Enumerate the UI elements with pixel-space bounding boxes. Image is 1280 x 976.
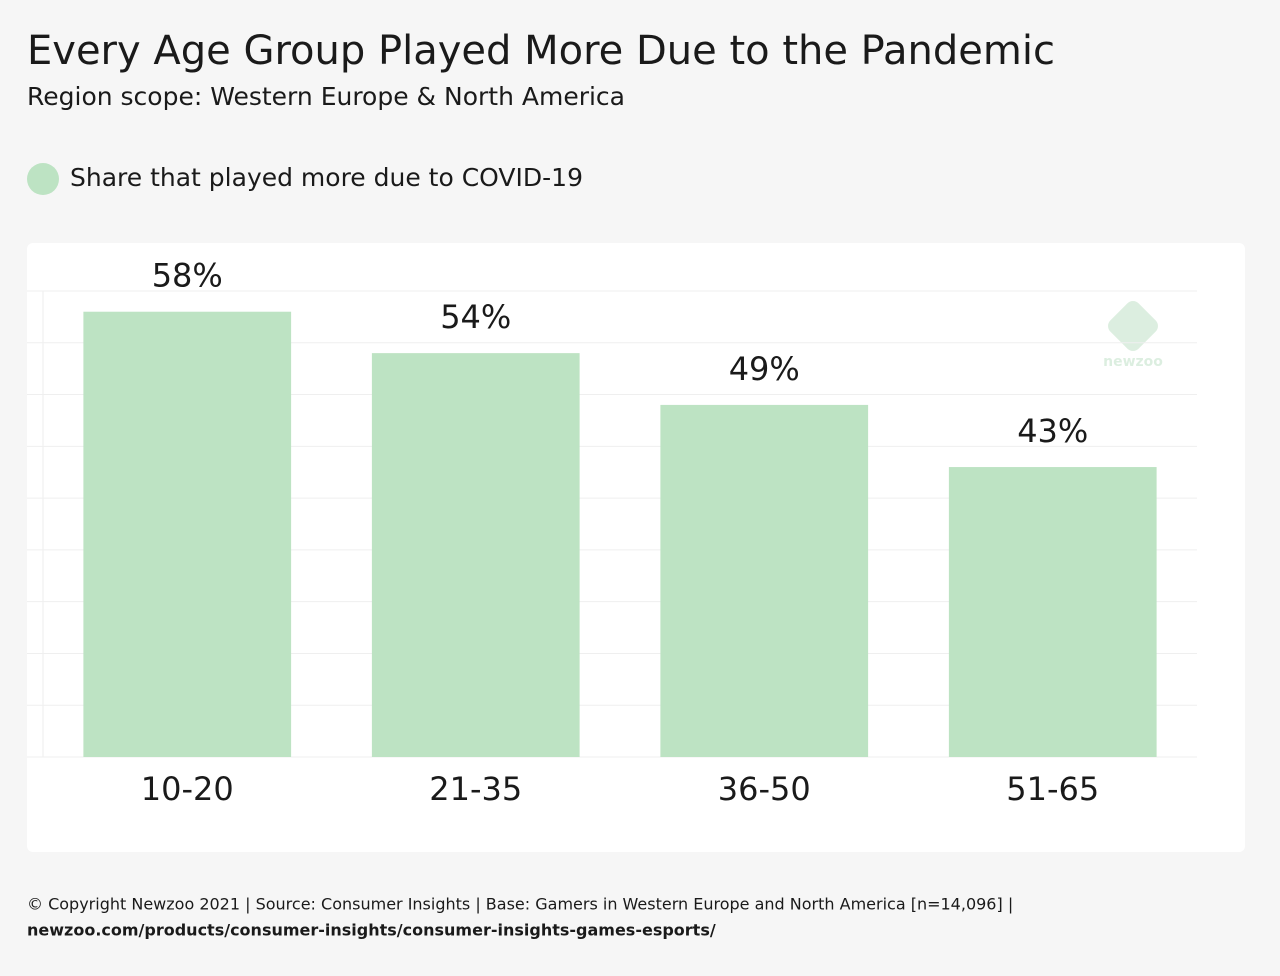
plot-card bbox=[27, 243, 1245, 852]
logo-text: newzoo bbox=[1103, 354, 1163, 370]
x-tick-label: 36-50 bbox=[718, 770, 811, 808]
legend-swatch bbox=[27, 163, 59, 195]
bar bbox=[83, 311, 292, 757]
value-label: 58% bbox=[152, 257, 223, 295]
logo: newzoo bbox=[1103, 301, 1163, 370]
legend-label: Share that played more due to COVID-19 bbox=[70, 163, 583, 192]
footer-source: © Copyright Newzoo 2021 | Source: Consum… bbox=[27, 895, 1013, 914]
logo-mark bbox=[1108, 301, 1158, 351]
chart-title: Every Age Group Played More Due to the P… bbox=[27, 28, 1055, 74]
value-label: 49% bbox=[729, 350, 800, 388]
x-tick-label: 51-65 bbox=[1006, 770, 1099, 808]
x-tick-label: 21-35 bbox=[429, 770, 522, 808]
bar bbox=[371, 353, 580, 757]
value-label: 43% bbox=[1017, 412, 1088, 450]
x-tick-label: 10-20 bbox=[141, 770, 234, 808]
chart-subtitle: Region scope: Western Europe & North Ame… bbox=[27, 82, 625, 111]
bar bbox=[948, 467, 1157, 757]
footer-link[interactable]: newzoo.com/products/consumer-insights/co… bbox=[27, 921, 716, 940]
bar bbox=[660, 404, 869, 757]
value-label: 54% bbox=[440, 298, 511, 336]
